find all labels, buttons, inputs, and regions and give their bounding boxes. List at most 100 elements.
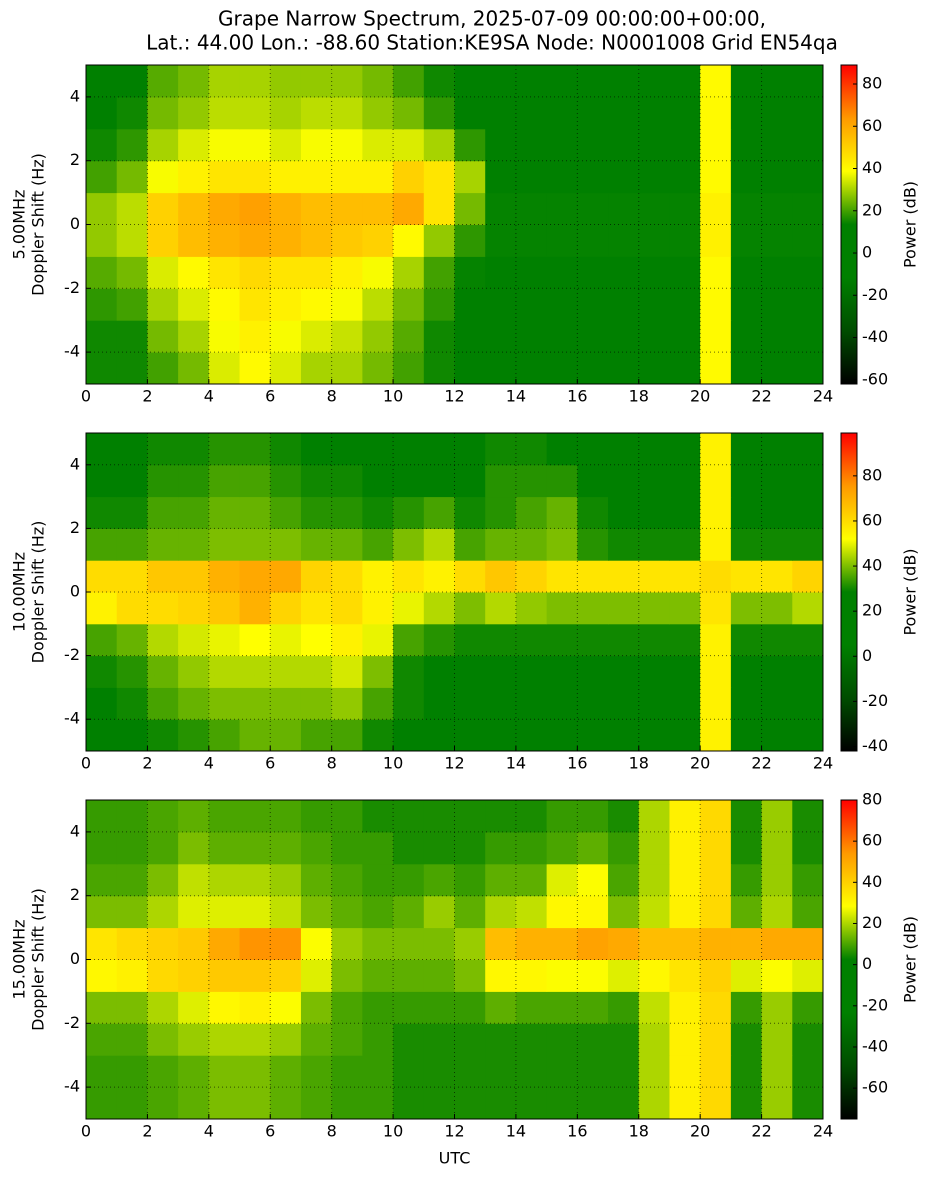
x-tick-label: 18 — [629, 754, 649, 773]
x-tick-label: 2 — [142, 1122, 152, 1141]
heatmap-cell — [147, 96, 179, 130]
heatmap-cell — [454, 959, 486, 992]
heatmap-cell — [147, 1023, 179, 1056]
heatmap-cell — [300, 192, 333, 225]
heatmap-cell — [700, 800, 732, 833]
colorbar-label: Power (dB) — [901, 548, 920, 635]
heatmap-cell — [577, 192, 609, 225]
x-tick-label: 2 — [142, 754, 152, 773]
x-tick-label: 16 — [567, 387, 587, 406]
heatmap-cell — [454, 1087, 486, 1120]
heatmap-cell — [792, 655, 824, 688]
x-tick-label: 18 — [629, 387, 649, 406]
heatmap-cell — [608, 352, 640, 385]
heatmap-cell — [362, 959, 394, 992]
heatmap-cell — [178, 991, 210, 1024]
heatmap-cell — [485, 895, 517, 929]
heatmap-cell — [792, 160, 824, 194]
heatmap-cell — [515, 224, 548, 257]
heatmap-cell — [147, 991, 179, 1024]
y-tick-label: 4 — [70, 454, 80, 473]
heatmap-cell — [300, 256, 333, 289]
heatmap-cell — [178, 224, 210, 257]
heatmap-cell — [300, 352, 333, 385]
heatmap-cell — [485, 831, 517, 865]
heatmap-cell — [546, 719, 578, 752]
heatmap-cell — [270, 1087, 302, 1120]
heatmap-cell — [423, 528, 455, 561]
heatmap-cell — [761, 1055, 793, 1088]
heatmap-cell — [700, 496, 732, 529]
heatmap-cell — [577, 1087, 609, 1120]
colorbar-tick-label: 60 — [862, 116, 882, 135]
heatmap-cell — [423, 655, 455, 688]
heatmap-cell — [239, 687, 271, 720]
colorbar-tick-label: -40 — [862, 736, 888, 755]
heatmap-cell — [116, 927, 148, 960]
heatmap-cell — [208, 831, 241, 865]
heatmap-cell — [393, 96, 425, 130]
heatmap-cell — [147, 256, 179, 289]
heatmap-cell — [792, 687, 824, 720]
y-tick-label: -4 — [64, 342, 80, 361]
heatmap-cell — [454, 719, 486, 752]
heatmap-cell — [393, 831, 425, 865]
heatmap-cell — [393, 1023, 425, 1056]
heatmap-cell — [792, 224, 824, 257]
heatmap-cell — [700, 65, 732, 98]
heatmap-cell — [86, 224, 118, 257]
heatmap-cell — [86, 464, 118, 498]
heatmap-cell — [792, 800, 824, 833]
heatmap-cell — [761, 496, 793, 529]
heatmap-cell — [485, 687, 517, 720]
heatmap-cell — [608, 1023, 640, 1056]
heatmap-cell — [485, 256, 517, 289]
heatmap-cell — [178, 1023, 210, 1056]
heatmap-cell — [577, 863, 609, 897]
heatmap-cell — [423, 65, 455, 98]
heatmap-cell — [515, 800, 548, 833]
heatmap-cell — [362, 65, 394, 98]
heatmap-cell — [362, 592, 394, 625]
heatmap-cell — [393, 128, 425, 162]
heatmap-cell — [608, 687, 640, 720]
heatmap-cell — [638, 96, 670, 130]
heatmap-cell — [178, 528, 210, 561]
heatmap-cell — [669, 528, 701, 561]
x-tick-label: 22 — [751, 754, 771, 773]
heatmap-cell — [608, 800, 640, 833]
heatmap-cell — [577, 256, 609, 289]
heatmap-cell — [638, 959, 670, 992]
heatmap-cell — [331, 1023, 363, 1056]
heatmap-cell — [300, 528, 333, 561]
colorbar-label: Power (dB) — [901, 181, 920, 268]
colorbar-tick-label: -40 — [862, 1036, 888, 1055]
x-tick-label: 20 — [690, 1122, 710, 1141]
heatmap-cell — [208, 863, 241, 897]
heatmap-cell — [577, 433, 609, 466]
heatmap-cell — [147, 224, 179, 257]
heatmap-cell — [454, 128, 486, 162]
heatmap-cell — [393, 496, 425, 529]
heatmap-cell — [178, 687, 210, 720]
heatmap-cell — [86, 352, 118, 385]
heatmap-cell — [178, 464, 210, 498]
heatmap-cell — [792, 1023, 824, 1056]
heatmap-cell — [270, 496, 302, 529]
colorbar-tick-label: 80 — [862, 74, 882, 93]
heatmap-cell — [761, 623, 793, 657]
heatmap-cell — [116, 560, 148, 593]
heatmap-cell — [577, 623, 609, 657]
heatmap-cell — [515, 592, 548, 625]
heatmap-cell — [730, 464, 763, 498]
heatmap-cell — [669, 687, 701, 720]
heatmap-cell — [116, 160, 148, 194]
heatmap-cell — [669, 1023, 701, 1056]
heatmap-cell — [792, 192, 824, 225]
heatmap-cell — [546, 927, 578, 960]
x-tick-label: 24 — [813, 1122, 833, 1141]
heatmap-cell — [86, 655, 118, 688]
heatmap-cell — [86, 528, 118, 561]
heatmap-cell — [638, 528, 670, 561]
heatmap-cell — [208, 464, 241, 498]
